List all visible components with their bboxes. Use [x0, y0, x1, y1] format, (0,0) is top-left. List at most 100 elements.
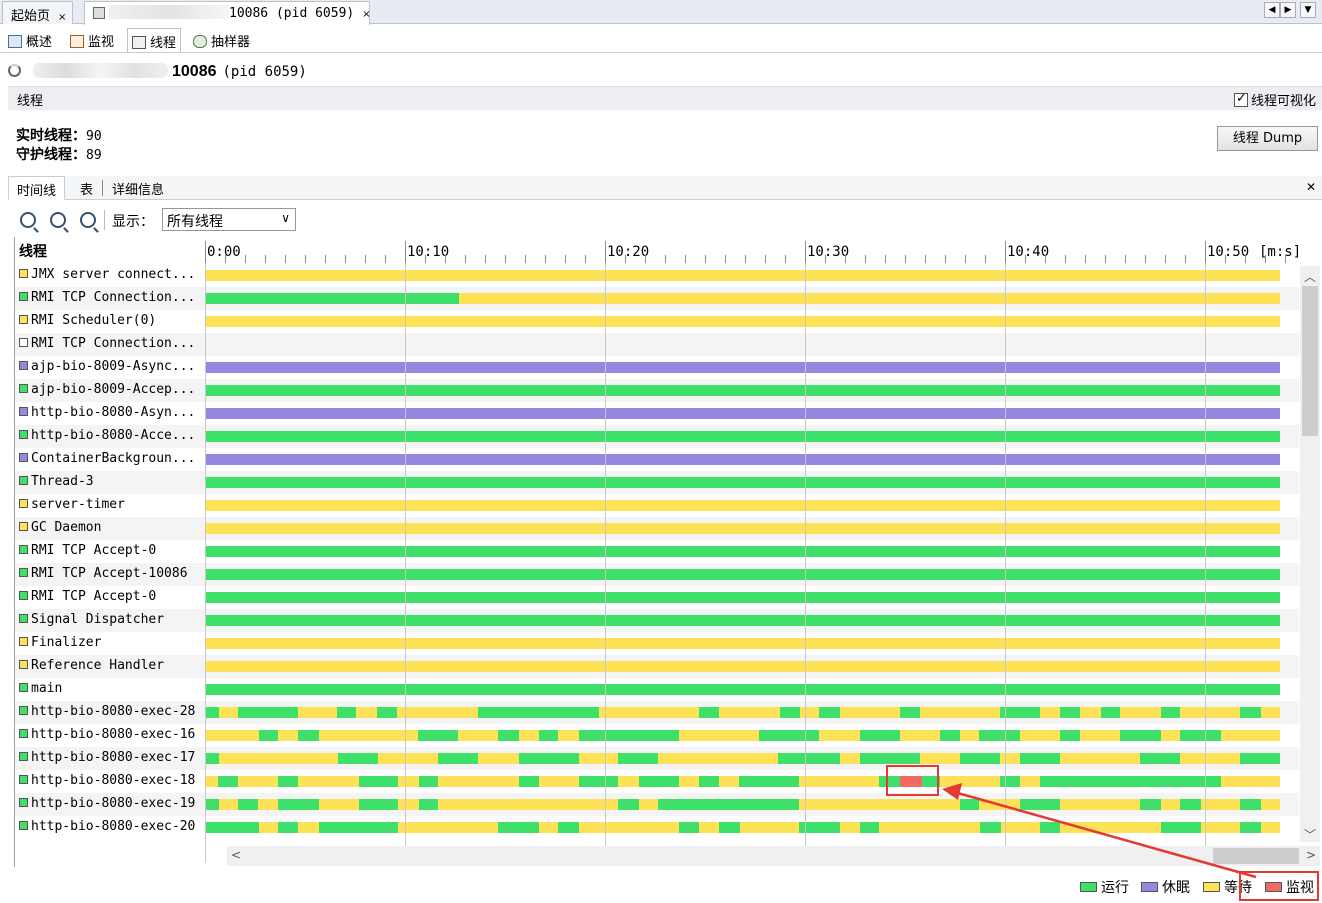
axis-tick: [665, 255, 666, 263]
scroll-right-icon[interactable]: >: [1306, 848, 1317, 862]
thread-name: RMI TCP Accept-10086: [19, 566, 201, 581]
state-segment-wait: [437, 776, 519, 787]
scroll-left-icon[interactable]: <: [231, 848, 242, 862]
thread-row[interactable]: http-bio-8080-exec-16: [15, 724, 1299, 747]
state-segment-running: [206, 615, 1280, 626]
state-segment-wait: [398, 799, 419, 810]
thread-state-bar: [206, 431, 1280, 442]
zoom-in-icon[interactable]: [20, 212, 36, 228]
state-segment-running: [1180, 730, 1221, 741]
thread-row[interactable]: RMI TCP Connection...: [15, 287, 1299, 310]
thread-row[interactable]: http-bio-8080-Acce...: [15, 425, 1299, 448]
axis-tick: [465, 255, 466, 263]
state-segment-running: [1240, 753, 1280, 764]
thread-name-text: Finalizer: [31, 635, 102, 650]
thread-row[interactable]: ajp-bio-8009-Async...: [15, 356, 1299, 379]
state-segment-wait: [518, 730, 539, 741]
thread-visualization-checkbox[interactable]: 线程可视化: [1233, 90, 1316, 109]
thread-name: http-bio-8080-exec-18: [19, 773, 201, 788]
thread-row[interactable]: RMI Scheduler(0): [15, 310, 1299, 333]
thread-dump-button[interactable]: 线程 Dump: [1217, 126, 1318, 151]
divider: [102, 180, 103, 196]
thread-state-icon: [19, 522, 28, 531]
thread-row[interactable]: Signal Dispatcher: [15, 609, 1299, 632]
state-segment-running: [1140, 753, 1181, 764]
thread-row[interactable]: http-bio-8080-exec-17: [15, 747, 1299, 770]
vertical-scrollbar[interactable]: [1300, 266, 1320, 842]
thread-row[interactable]: http-bio-8080-exec-20: [15, 816, 1299, 839]
thread-row[interactable]: RMI TCP Accept-10086: [15, 563, 1299, 586]
tab-start-page[interactable]: 起始页 ×: [2, 1, 74, 24]
thread-row[interactable]: http-bio-8080-exec-28: [15, 701, 1299, 724]
daemon-threads-value: 89: [86, 148, 102, 163]
thread-state-icon: [19, 361, 28, 370]
tab-process[interactable]: 10086 (pid 6059) ×: [84, 1, 371, 25]
close-icon[interactable]: ✕: [1305, 180, 1316, 194]
axis-tick: [505, 255, 506, 263]
thread-row[interactable]: main: [15, 678, 1299, 701]
axis-tick: [845, 255, 846, 263]
scroll-up-icon[interactable]: ︿: [1304, 270, 1317, 284]
axis-unit-label: [m:s]: [1259, 244, 1302, 260]
thread-filter-select[interactable]: 所有线程 ∨: [162, 208, 296, 231]
thread-row[interactable]: JMX server connect...: [15, 264, 1299, 287]
thread-row[interactable]: server-timer: [15, 494, 1299, 517]
scroll-right-icon[interactable]: ▶: [1280, 2, 1296, 18]
state-segment-wait: [218, 799, 239, 810]
tab-details[interactable]: 详细信息: [112, 183, 165, 198]
state-segment-wait: [798, 799, 960, 810]
arrow-head: [942, 783, 962, 800]
thread-row[interactable]: Thread-3: [15, 471, 1299, 494]
scrollbar-thumb[interactable]: [1302, 286, 1318, 436]
thread-name: ajp-bio-8009-Accep...: [19, 382, 201, 397]
scroll-left-icon[interactable]: ◀: [1264, 2, 1280, 18]
axis-tick: [345, 255, 346, 263]
tab-timeline[interactable]: 时间线: [8, 176, 66, 200]
state-segment-running: [759, 730, 820, 741]
checkbox-icon[interactable]: [1233, 91, 1248, 107]
tab-monitor[interactable]: 监视: [66, 28, 118, 52]
thread-row[interactable]: RMI TCP Accept-0: [15, 586, 1299, 609]
axis-tick: [1185, 255, 1186, 263]
axis-tick: [385, 255, 386, 263]
horizontal-scrollbar[interactable]: [227, 846, 1320, 866]
state-segment-running: [1059, 707, 1081, 718]
scrollbar-thumb[interactable]: [1213, 848, 1299, 864]
monitor-chart-icon: [70, 35, 84, 48]
state-segment-running: [477, 707, 600, 718]
scroll-down-icon[interactable]: ﹀: [1304, 828, 1317, 842]
tab-label: 10086 (pid 6059): [229, 6, 355, 21]
thread-row[interactable]: http-bio-8080-exec-19: [15, 793, 1299, 816]
thread-name: server-timer: [19, 497, 201, 512]
tab-table[interactable]: 表: [80, 183, 94, 198]
thread-row[interactable]: ajp-bio-8009-Accep...: [15, 379, 1299, 402]
zoom-fit-icon[interactable]: [80, 212, 96, 228]
thread-state-bar: [206, 822, 1280, 833]
thread-row[interactable]: http-bio-8080-exec-18: [15, 770, 1299, 793]
state-segment-running: [206, 546, 1280, 557]
thread-row[interactable]: Finalizer: [15, 632, 1299, 655]
thread-row[interactable]: ContainerBackgroun...: [15, 448, 1299, 471]
thread-row[interactable]: RMI TCP Connection...: [15, 333, 1299, 356]
legend-wait: 等待: [1203, 877, 1252, 897]
thread-name: http-bio-8080-Asyn...: [19, 405, 201, 420]
state-segment-running: [879, 776, 900, 787]
close-icon[interactable]: ×: [58, 12, 67, 23]
thread-row[interactable]: Reference Handler: [15, 655, 1299, 678]
state-segment-running: [206, 684, 1280, 695]
thread-row[interactable]: RMI TCP Accept-0: [15, 540, 1299, 563]
chevron-down-icon[interactable]: ▼: [1300, 2, 1316, 18]
thread-row[interactable]: GC Daemon: [15, 517, 1299, 540]
tab-overview[interactable]: 概述: [4, 28, 56, 52]
tab-sampler[interactable]: 抽样器: [189, 28, 254, 52]
state-segment-wait: [1220, 730, 1280, 741]
tab-threads[interactable]: 线程: [127, 28, 182, 52]
zoom-out-icon[interactable]: [50, 212, 66, 228]
close-icon[interactable]: ×: [362, 9, 371, 20]
state-segment-running: [358, 799, 399, 810]
axis-tick: [685, 255, 686, 263]
thread-name: http-bio-8080-exec-19: [19, 796, 201, 811]
thread-row[interactable]: http-bio-8080-Asyn...: [15, 402, 1299, 425]
document-tab-bar: 起始页 × 10086 (pid 6059) × ◀ ▶ ▼: [0, 0, 1322, 25]
thread-name-text: http-bio-8080-exec-16: [31, 727, 196, 742]
